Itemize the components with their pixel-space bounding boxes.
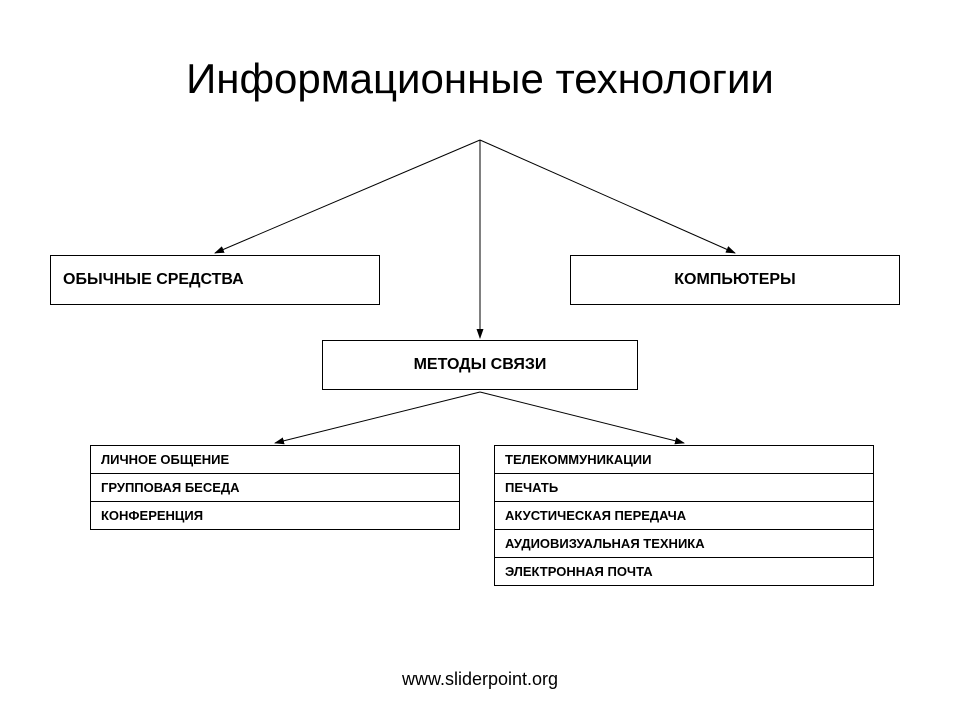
list-item: ЛИЧНОЕ ОБЩЕНИЕ (91, 446, 459, 474)
slide-title: Информационные технологии (0, 55, 960, 103)
edge-arrow (480, 140, 735, 253)
node-label: КОМПЬЮТЕРЫ (674, 271, 795, 289)
edge-arrow (480, 392, 684, 443)
list-item: КОНФЕРЕНЦИЯ (91, 502, 459, 529)
node-label: ОБЫЧНЫЕ СРЕДСТВА (63, 271, 244, 289)
slide-canvas: Информационные технологии ОБЫЧНЫЕ СРЕДСТ… (0, 0, 960, 720)
list-item: ТЕЛЕКОММУНИКАЦИИ (495, 446, 873, 474)
footer-url: www.sliderpoint.org (0, 669, 960, 690)
node-comm-methods: МЕТОДЫ СВЯЗИ (322, 340, 638, 390)
list-left: ЛИЧНОЕ ОБЩЕНИЕГРУППОВАЯ БЕСЕДАКОНФЕРЕНЦИ… (90, 445, 460, 530)
list-item: АКУСТИЧЕСКАЯ ПЕРЕДАЧА (495, 502, 873, 530)
list-item: ГРУППОВАЯ БЕСЕДА (91, 474, 459, 502)
node-label: МЕТОДЫ СВЯЗИ (414, 356, 547, 374)
list-right: ТЕЛЕКОММУНИКАЦИИПЕЧАТЬАКУСТИЧЕСКАЯ ПЕРЕД… (494, 445, 874, 586)
edge-arrow (215, 140, 480, 253)
list-item: АУДИОВИЗУАЛЬНАЯ ТЕХНИКА (495, 530, 873, 558)
list-item: ЭЛЕКТРОННАЯ ПОЧТА (495, 558, 873, 585)
edge-arrow (275, 392, 480, 443)
list-item: ПЕЧАТЬ (495, 474, 873, 502)
node-computers: КОМПЬЮТЕРЫ (570, 255, 900, 305)
node-ordinary-means: ОБЫЧНЫЕ СРЕДСТВА (50, 255, 380, 305)
